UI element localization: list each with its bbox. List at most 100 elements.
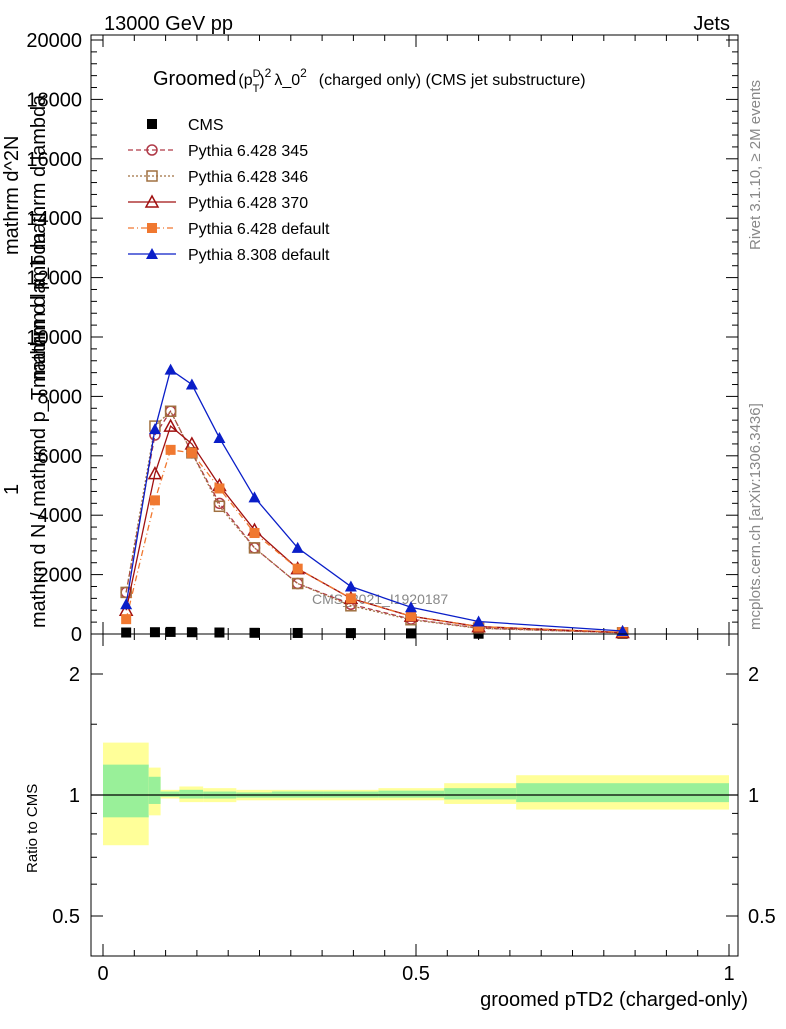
- ratio-ytick-label-right: 1: [748, 785, 759, 807]
- series-line: [125, 410, 623, 634]
- ratio-band-green: [160, 791, 180, 797]
- data-point: [405, 628, 416, 639]
- ylabel-fraction-top: mathrm d^2N: [1, 136, 23, 255]
- series-4: [121, 444, 628, 638]
- data-point: [616, 625, 629, 637]
- data-point: [164, 363, 177, 375]
- series-line: [125, 449, 623, 633]
- data-point: [186, 627, 197, 638]
- legend-marker: [144, 194, 160, 208]
- ratio-ytick-label: 0.5: [52, 906, 80, 928]
- main-ytick-label: 4000: [38, 505, 83, 527]
- ratio-band-green: [103, 764, 149, 818]
- ratio-band-green: [148, 776, 161, 804]
- data-point: [121, 614, 132, 625]
- data-point: [120, 598, 133, 610]
- data-point: [120, 586, 132, 599]
- data-point: [185, 378, 198, 390]
- data-point: [147, 466, 163, 480]
- data-point: [292, 627, 303, 638]
- ratio-xtick-label: 0.5: [402, 963, 430, 985]
- legend: CMS Pythia 6.428 345 Pythia 6.428 346 Pythi…: [128, 117, 330, 264]
- main-ytick-label: 2000: [38, 565, 83, 587]
- title-mid: λ_0: [274, 72, 300, 89]
- data-point: [214, 483, 225, 494]
- data-point: [473, 621, 484, 632]
- main-ytick-label: 16000: [26, 149, 82, 171]
- ratio-y-label: Ratio to CMS: [24, 784, 41, 873]
- data-point: [186, 447, 197, 458]
- data-point: [248, 491, 261, 503]
- data-point: [149, 627, 160, 638]
- legend-label: Pythia 6.428 default: [188, 221, 330, 238]
- data-point: [404, 601, 417, 613]
- data-point: [345, 628, 356, 639]
- rivet-label: Rivet 3.1.10, ≥ 2M events: [747, 80, 764, 250]
- ylabel-fraction-bottom: mathrm d p_T mathrm d lambda: [28, 94, 50, 380]
- legend-marker: [146, 248, 158, 259]
- series-5: [120, 363, 629, 637]
- data-point: [344, 580, 357, 592]
- title-sup: D: [253, 68, 261, 80]
- data-point: [213, 431, 226, 443]
- title-exp2: 2: [300, 66, 307, 80]
- chart-title: Groomed (pD T)2 λ_02 (charged only) (CMS jet…: [153, 66, 586, 95]
- ratio-axes: 0.5 0.5 1 1 2 2 0 0.5 1: [52, 634, 776, 985]
- mcplots-label: mcplots.cern.ch [arXiv:1306.3436]: [747, 403, 764, 630]
- legend-marker: [146, 170, 158, 182]
- data-point: [164, 405, 177, 417]
- main-ytick-label: 10000: [26, 327, 82, 349]
- legend-label: Pythia 6.428 346: [188, 169, 308, 186]
- legend-label: CMS: [188, 117, 224, 134]
- x-axis-label: groomed pTD2 (charged-only): [480, 989, 748, 1011]
- legend-label: Pythia 6.428 370: [188, 195, 308, 212]
- data-point: [148, 423, 161, 435]
- legend-marker: [147, 223, 157, 233]
- ylabel-one: 1: [1, 484, 23, 495]
- ratio-xtick-label: 0: [97, 963, 108, 985]
- data-point: [248, 542, 261, 554]
- ratio-ytick-label: 1: [69, 785, 80, 807]
- ylabel-dn: mathrm d N / mathrmd p_Tmathrm d lambda: [28, 231, 50, 628]
- header-left: 13000 GeV pp: [104, 13, 233, 35]
- main-yticks: 0 2000 4000 6000 8000 10000 12000 14000 16000 180…: [26, 30, 738, 646]
- data-point: [165, 444, 176, 455]
- y-axis-label: mathrm d^2N mathrm d p_T mathrm d lambda…: [1, 94, 50, 628]
- title-exp: 2: [265, 66, 272, 80]
- main-ytick-label: 0: [71, 624, 82, 646]
- main-ytick-label: 20000: [26, 30, 82, 52]
- main-ytick-label: 6000: [38, 446, 83, 468]
- main-ytick-label: 12000: [26, 268, 82, 290]
- data-point: [291, 577, 304, 590]
- data-point: [163, 418, 178, 432]
- main-ytick-label: 14000: [26, 208, 82, 230]
- data-point: [121, 627, 132, 638]
- header-right: Jets: [693, 13, 730, 35]
- data-point: [472, 615, 485, 627]
- main-ytick-label: 8000: [38, 386, 83, 408]
- title-main: Groomed: [153, 68, 236, 90]
- data-point: [291, 577, 304, 590]
- main-ytick-label: 18000: [26, 89, 82, 111]
- legend-label: Pythia 6.428 345: [188, 143, 308, 160]
- ratio-ytick-label-right: 2: [748, 664, 759, 686]
- ratio-band-green: [378, 790, 445, 798]
- data-point: [292, 563, 303, 574]
- ratio-panel: 0.5 0.5 1 1 2 2 0 0.5 1 Ratio to CMS groomed pTD…: [24, 633, 776, 1011]
- title-paren-open: (p: [238, 72, 252, 89]
- legend-marker: [147, 119, 157, 129]
- data-point: [249, 627, 260, 638]
- ratio-ytick-label-right: 0.5: [748, 906, 776, 928]
- main-series: [118, 363, 630, 639]
- title-sub: T: [253, 83, 260, 95]
- data-point: [291, 541, 304, 553]
- ratio-band-green: [444, 788, 517, 800]
- ratio-frame: [90, 633, 739, 957]
- ratio-ytick-label: 2: [69, 664, 80, 686]
- data-point: [405, 611, 416, 622]
- data-point: [149, 495, 160, 506]
- main-panel: CMS_2021_I1920187 0 2000 4000 6000 8000 10000…: [1, 30, 739, 646]
- data-point: [249, 528, 260, 539]
- data-point: [213, 500, 226, 513]
